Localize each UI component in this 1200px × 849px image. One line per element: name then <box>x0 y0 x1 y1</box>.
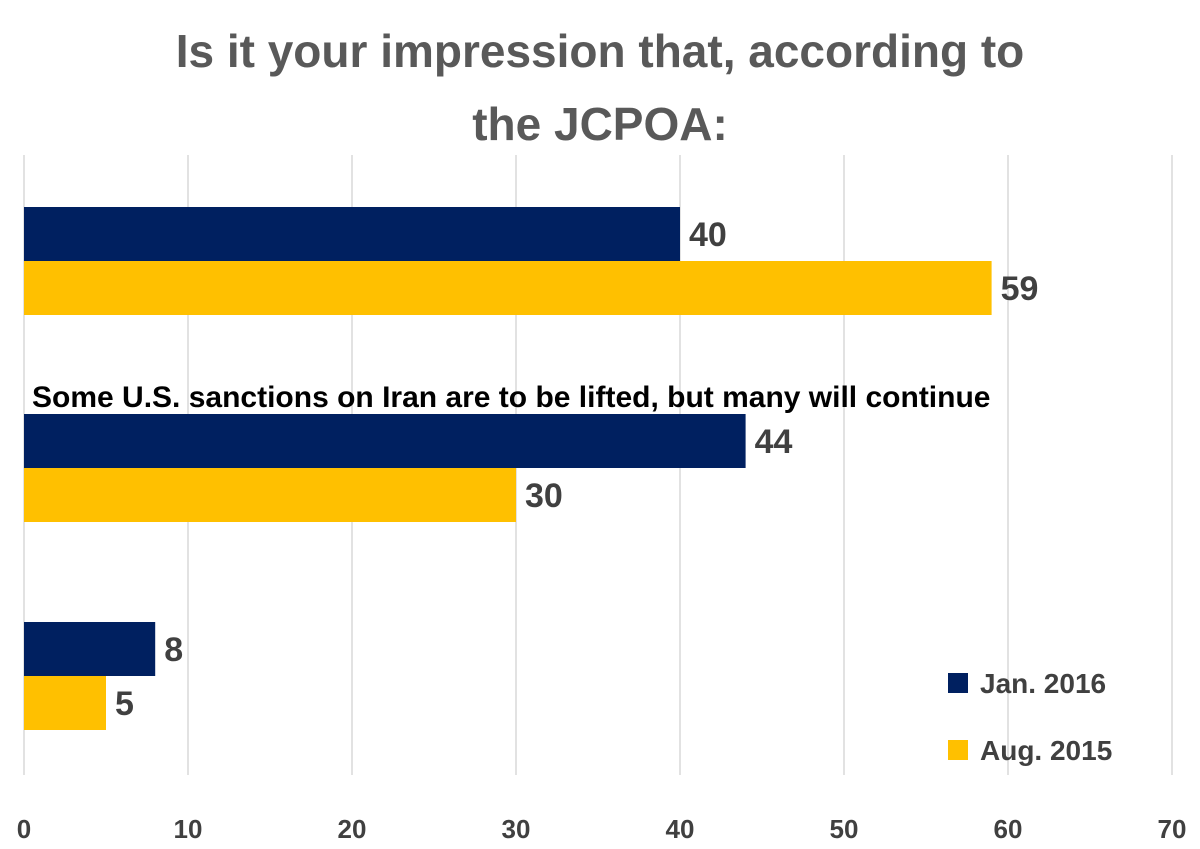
bar <box>24 414 746 468</box>
x-tick-label: 20 <box>338 814 367 844</box>
bars <box>24 207 992 730</box>
chart-title-line-2: the JCPOA: <box>472 98 728 150</box>
x-tick-label: 40 <box>666 814 695 844</box>
data-label: 59 <box>1001 270 1039 308</box>
legend: Jan. 2016 Aug. 2015 <box>948 668 1112 766</box>
bar <box>24 468 516 522</box>
legend-label: Aug. 2015 <box>980 735 1112 766</box>
chart-title-line-1: Is it your impression that, according to <box>176 25 1025 77</box>
category-labels: Some U.S. sanctions on Iran are to be li… <box>32 381 990 414</box>
bar <box>24 676 106 730</box>
x-tick-label: 0 <box>17 814 31 844</box>
x-tick-label: 10 <box>174 814 203 844</box>
x-tick-label: 30 <box>502 814 531 844</box>
data-label: 40 <box>689 216 727 254</box>
data-label: 44 <box>755 423 793 461</box>
x-tick-label: 70 <box>1158 814 1187 844</box>
legend-swatch <box>948 673 968 693</box>
x-tick-label: 50 <box>830 814 859 844</box>
legend-swatch <box>948 740 968 760</box>
data-label: 8 <box>164 631 183 669</box>
category-label: Some U.S. sanctions on Iran are to be li… <box>32 381 990 414</box>
x-tick-label: 60 <box>994 814 1023 844</box>
bar <box>24 207 680 261</box>
data-labels: 40 59 44 30 85 <box>115 216 1038 723</box>
data-label: 5 <box>115 685 134 723</box>
bar <box>24 622 156 676</box>
x-axis-ticks: 0 10 20 30 40 50 60 70 <box>17 814 1187 844</box>
data-label: 30 <box>525 477 563 515</box>
legend-label: Jan. 2016 <box>980 668 1106 699</box>
bar <box>24 261 992 315</box>
